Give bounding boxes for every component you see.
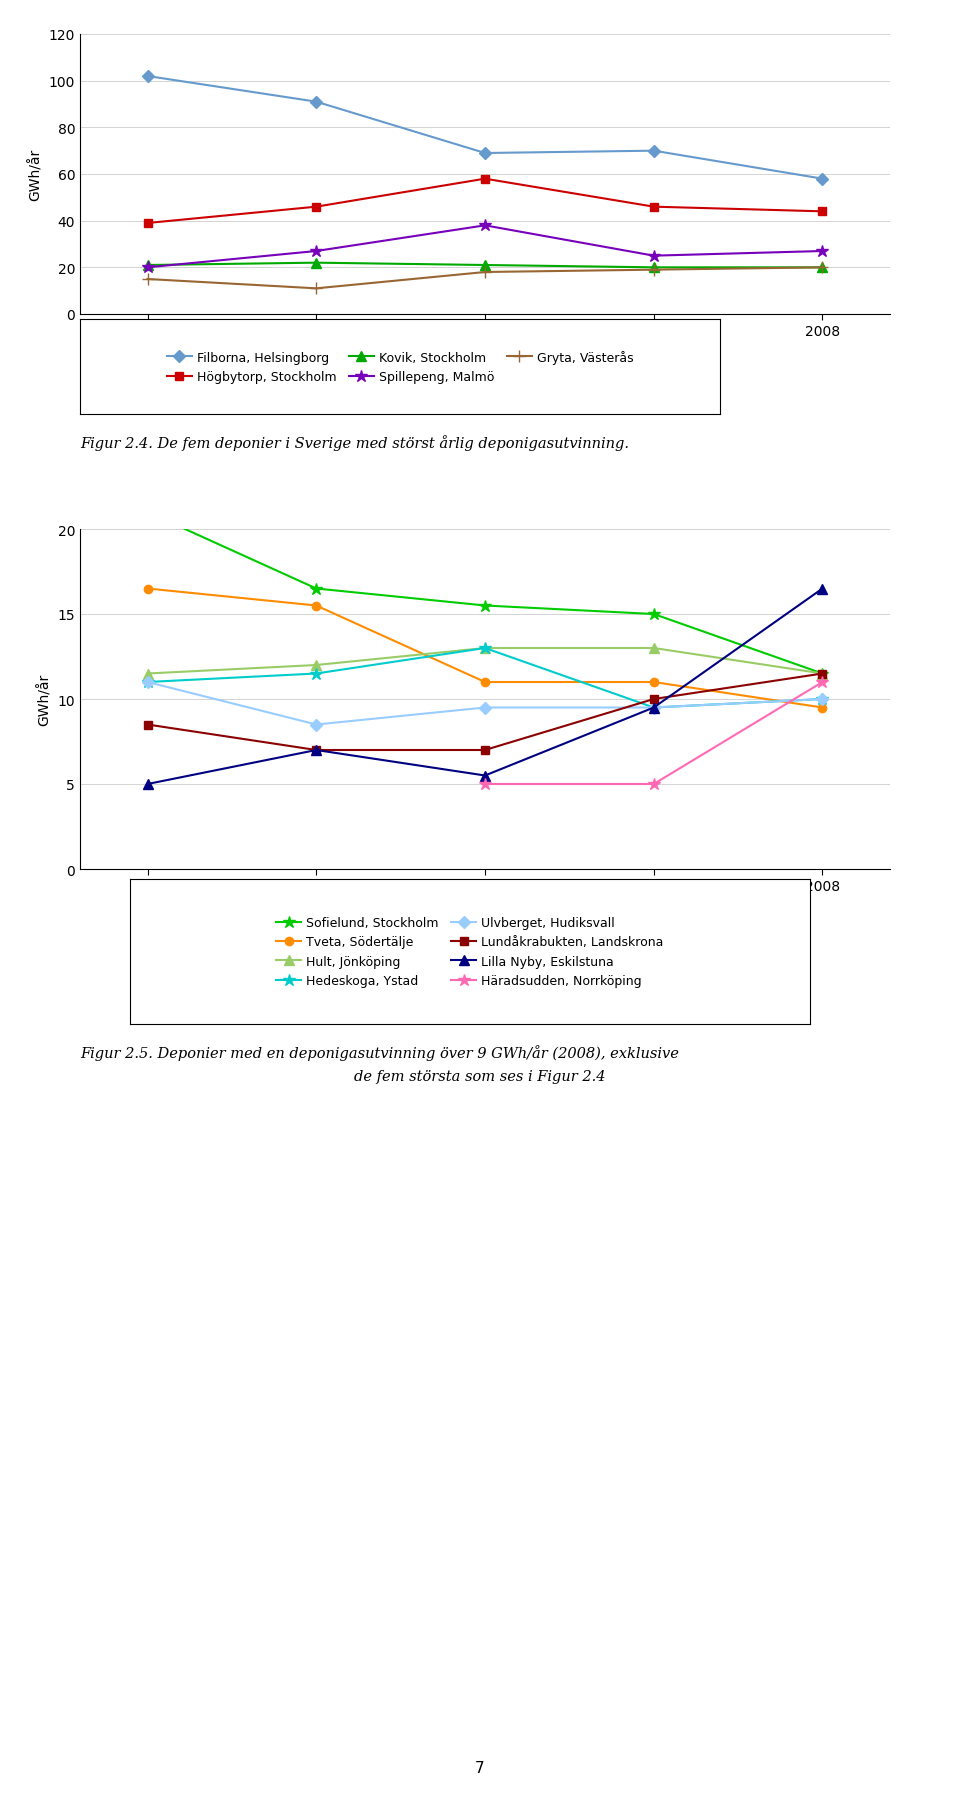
Lilla Nyby, Eskilstuna bbox=[479, 764, 491, 786]
Hult, Jönköping bbox=[310, 654, 322, 676]
Lundåkrabukten, Landskrona bbox=[142, 714, 154, 735]
Högbytorp, Stockholm bbox=[817, 201, 828, 222]
Lundåkrabukten, Landskrona bbox=[648, 688, 660, 710]
Lilla Nyby, Eskilstuna bbox=[310, 739, 322, 761]
Filborna, Helsingborg bbox=[310, 92, 322, 114]
Text: de fem största som ses i Figur 2.4: de fem största som ses i Figur 2.4 bbox=[354, 1070, 606, 1084]
Lilla Nyby, Eskilstuna bbox=[648, 698, 660, 719]
Legend: Sofielund, Stockholm, Tveta, Södertälje, Hult, Jönköping, Hedeskoga, Ystad, Ulvb: Sofielund, Stockholm, Tveta, Södertälje,… bbox=[272, 911, 669, 992]
Högbytorp, Stockholm bbox=[310, 197, 322, 219]
Spillepeng, Malmö bbox=[817, 240, 828, 262]
Gryta, Västerås bbox=[479, 262, 491, 284]
Häradsudden, Norrköping bbox=[648, 773, 660, 795]
Högbytorp, Stockholm bbox=[142, 213, 154, 235]
Hult, Jönköping bbox=[817, 663, 828, 685]
Ulvberget, Hudiksvall bbox=[142, 672, 154, 694]
Line: Tveta, Södertälje: Tveta, Södertälje bbox=[143, 585, 827, 712]
Spillepeng, Malmö bbox=[648, 246, 660, 267]
Sofielund, Stockholm bbox=[310, 578, 322, 600]
Hult, Jönköping bbox=[142, 663, 154, 685]
Gryta, Västerås bbox=[648, 260, 660, 282]
Kovik, Stockholm bbox=[817, 257, 828, 278]
Legend: Filborna, Helsingborg, Högbytorp, Stockholm, Kovik, Stockholm, Spillepeng, Malmö: Filborna, Helsingborg, Högbytorp, Stockh… bbox=[161, 345, 638, 389]
Text: 7: 7 bbox=[475, 1760, 485, 1774]
Tveta, Södertälje bbox=[648, 672, 660, 694]
Hult, Jönköping bbox=[479, 638, 491, 660]
Spillepeng, Malmö bbox=[142, 257, 154, 278]
Y-axis label: GWh/år: GWh/år bbox=[37, 674, 52, 726]
Tveta, Södertälje bbox=[479, 672, 491, 694]
Line: Spillepeng, Malmö: Spillepeng, Malmö bbox=[141, 220, 828, 275]
Spillepeng, Malmö bbox=[310, 240, 322, 262]
Lundåkrabukten, Landskrona bbox=[310, 739, 322, 761]
Line: Lundåkrabukten, Landskrona: Lundåkrabukten, Landskrona bbox=[143, 670, 827, 755]
Filborna, Helsingborg bbox=[479, 143, 491, 164]
Sofielund, Stockholm bbox=[142, 502, 154, 524]
Gryta, Västerås bbox=[817, 257, 828, 278]
Lilla Nyby, Eskilstuna bbox=[142, 773, 154, 795]
Filborna, Helsingborg bbox=[648, 141, 660, 163]
Kovik, Stockholm bbox=[142, 255, 154, 276]
Ulvberget, Hudiksvall bbox=[479, 698, 491, 719]
Kovik, Stockholm bbox=[479, 255, 491, 276]
Tveta, Södertälje bbox=[817, 698, 828, 719]
Hedeskoga, Ystad bbox=[648, 698, 660, 719]
Line: Ulvberget, Hudiksvall: Ulvberget, Hudiksvall bbox=[143, 678, 827, 730]
Line: Filborna, Helsingborg: Filborna, Helsingborg bbox=[143, 72, 827, 184]
Lundåkrabukten, Landskrona bbox=[479, 739, 491, 761]
Ulvberget, Hudiksvall bbox=[648, 698, 660, 719]
Tveta, Södertälje bbox=[310, 595, 322, 616]
Ulvberget, Hudiksvall bbox=[817, 688, 828, 710]
Hedeskoga, Ystad bbox=[817, 688, 828, 710]
Hedeskoga, Ystad bbox=[479, 638, 491, 660]
Text: Figur 2.5. Deponier med en deponigasutvinning över 9 GWh/år (2008), exklusive: Figur 2.5. Deponier med en deponigasutvi… bbox=[80, 1044, 679, 1061]
Line: Sofielund, Stockholm: Sofielund, Stockholm bbox=[141, 506, 828, 681]
Hedeskoga, Ystad bbox=[142, 672, 154, 694]
Häradsudden, Norrköping bbox=[817, 672, 828, 694]
Lundåkrabukten, Landskrona bbox=[817, 663, 828, 685]
Filborna, Helsingborg bbox=[142, 67, 154, 89]
Högbytorp, Stockholm bbox=[479, 168, 491, 190]
Häradsudden, Norrköping bbox=[479, 773, 491, 795]
Line: Häradsudden, Norrköping: Häradsudden, Norrköping bbox=[479, 676, 828, 791]
Y-axis label: GWh/år: GWh/år bbox=[29, 148, 43, 201]
Tveta, Södertälje bbox=[142, 578, 154, 600]
Gryta, Västerås bbox=[142, 269, 154, 291]
Kovik, Stockholm bbox=[648, 257, 660, 278]
Hedeskoga, Ystad bbox=[310, 663, 322, 685]
Line: Hult, Jönköping: Hult, Jönköping bbox=[143, 643, 828, 679]
Line: Lilla Nyby, Eskilstuna: Lilla Nyby, Eskilstuna bbox=[143, 584, 828, 790]
Högbytorp, Stockholm bbox=[648, 197, 660, 219]
Gryta, Västerås bbox=[310, 278, 322, 300]
Line: Hedeskoga, Ystad: Hedeskoga, Ystad bbox=[141, 643, 828, 714]
Filborna, Helsingborg bbox=[817, 168, 828, 190]
Spillepeng, Malmö bbox=[479, 215, 491, 237]
Line: Högbytorp, Stockholm: Högbytorp, Stockholm bbox=[143, 175, 827, 228]
Hult, Jönköping bbox=[648, 638, 660, 660]
Sofielund, Stockholm bbox=[479, 595, 491, 616]
Kovik, Stockholm bbox=[310, 253, 322, 275]
Line: Kovik, Stockholm: Kovik, Stockholm bbox=[143, 258, 828, 273]
Sofielund, Stockholm bbox=[648, 604, 660, 625]
Line: Gryta, Västerås: Gryta, Västerås bbox=[142, 262, 828, 295]
Sofielund, Stockholm bbox=[817, 663, 828, 685]
Lilla Nyby, Eskilstuna bbox=[817, 578, 828, 600]
Ulvberget, Hudiksvall bbox=[310, 714, 322, 735]
Text: Figur 2.4. De fem deponier i Sverige med störst årlig deponigasutvinning.: Figur 2.4. De fem deponier i Sverige med… bbox=[80, 435, 629, 450]
